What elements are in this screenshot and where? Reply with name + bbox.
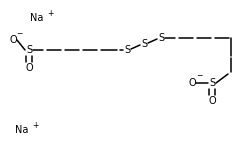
Text: Na: Na (15, 125, 29, 135)
Text: O: O (208, 96, 216, 106)
Text: S: S (141, 39, 147, 49)
Text: O: O (188, 78, 196, 88)
Text: S: S (26, 45, 32, 55)
Text: Na: Na (30, 13, 44, 23)
Text: −: − (196, 72, 202, 80)
Text: +: + (47, 8, 53, 17)
Text: −: − (16, 30, 22, 38)
Text: O: O (25, 63, 33, 73)
Text: +: + (32, 121, 38, 129)
Text: S: S (158, 33, 164, 43)
Text: S: S (124, 45, 130, 55)
Text: S: S (209, 78, 215, 88)
Text: O: O (9, 35, 17, 45)
